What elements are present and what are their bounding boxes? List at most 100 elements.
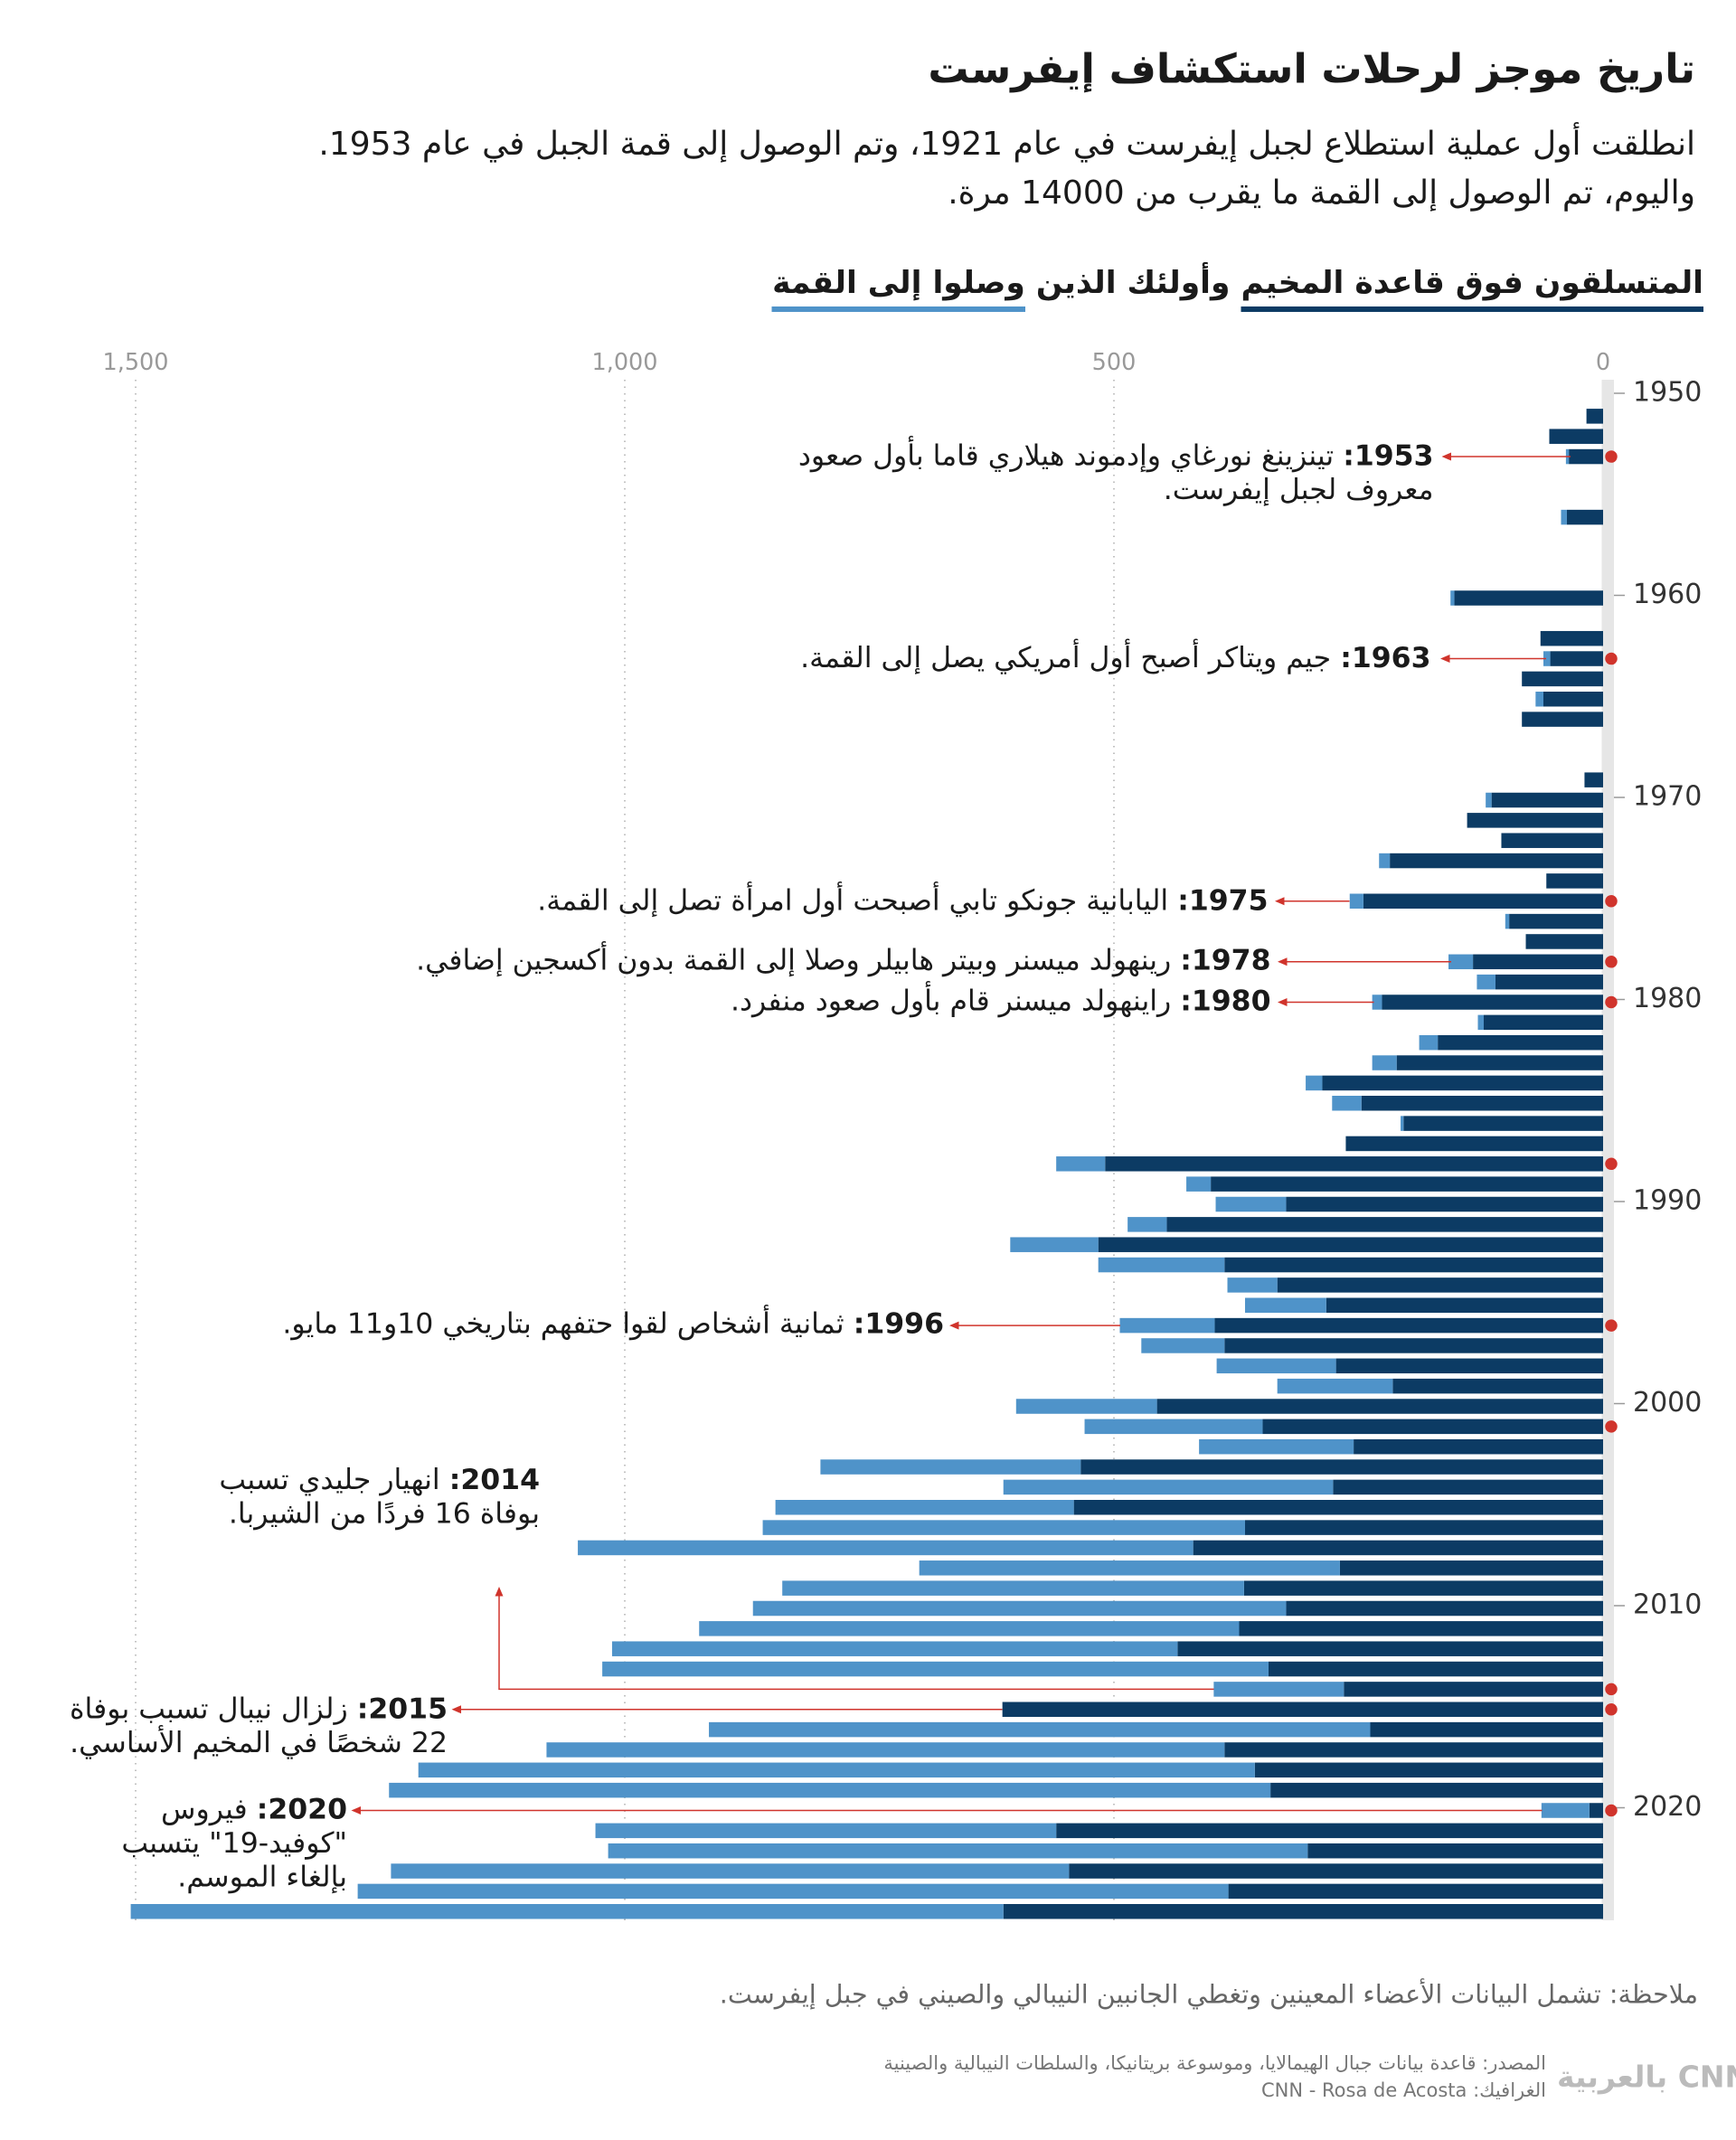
bar	[1199, 1438, 1354, 1455]
bar	[1277, 1378, 1393, 1394]
legend: المتسلقون فوق قاعدة المخيم وأولئك الذين …	[772, 266, 1703, 312]
event-marker	[1605, 1319, 1618, 1332]
annotation-text: زلزال نيبال تسبب بوفاة	[70, 1692, 348, 1725]
bar	[1448, 954, 1474, 970]
arrow-head	[949, 1321, 959, 1330]
event-marker	[1605, 1804, 1618, 1817]
bar	[1002, 1702, 1603, 1717]
annotation-line: 1978: رينهولد ميسنر وبيتر هابيلر وصلا إل…	[416, 944, 1270, 978]
bar	[1477, 974, 1495, 990]
bar	[1069, 1863, 1603, 1879]
bar	[1363, 893, 1603, 909]
source: المصدر: قاعدة بيانات جبال الهيمالايا، وم…	[883, 2053, 1546, 2075]
bar	[1586, 409, 1603, 424]
bar	[1541, 1803, 1590, 1818]
x-tick-label: 1,500	[102, 349, 168, 376]
bar	[1080, 1459, 1603, 1475]
bar	[357, 1883, 1229, 1900]
bar	[1454, 590, 1603, 606]
bar	[1010, 1237, 1099, 1252]
bar	[1098, 1237, 1603, 1252]
annotation-text: ثمانية أشخاص لقوا حتفهم بتاريخي 10و11 ما…	[282, 1307, 844, 1341]
bar	[1214, 1317, 1603, 1334]
arrow-head	[451, 1705, 461, 1714]
subtitle: انطلقت أول عملية استطلاع لجبل إيفرست في …	[318, 125, 1695, 163]
event-marker	[1605, 450, 1618, 463]
annotation-year: 1953:	[1343, 438, 1434, 472]
y-tick-label: 2020	[1633, 1791, 1702, 1823]
bar	[1003, 1904, 1603, 1919]
annotation-line: 1980: راينهولد ميسنر قام بأول صعود منفرد…	[731, 985, 1271, 1019]
annotation: 2015: زلزال نيبال تسبب بوفاة 22 شخصًا في …	[70, 1692, 448, 1759]
bar	[1543, 651, 1551, 666]
y-tick-label: 2000	[1633, 1387, 1702, 1419]
bar	[919, 1560, 1340, 1576]
annotation: 1980: راينهولد ميسنر قام بأول صعود منفرد…	[731, 985, 1271, 1019]
bar	[1277, 1277, 1603, 1293]
bar	[1307, 1843, 1603, 1859]
bar	[1119, 1317, 1215, 1334]
bar	[1322, 1075, 1603, 1091]
bar	[1333, 1479, 1603, 1495]
bar	[1243, 1580, 1603, 1596]
axis-strip	[1601, 380, 1614, 1920]
bar	[1561, 509, 1567, 525]
bar	[1015, 1399, 1157, 1414]
annotation-text: 22 شخصًا في المخيم الأساسي.	[70, 1725, 448, 1758]
bar	[1141, 1338, 1225, 1353]
bar	[1522, 671, 1603, 687]
bar	[1382, 995, 1603, 1010]
bar	[820, 1459, 1081, 1475]
bar	[1491, 792, 1603, 808]
arrow-head	[1278, 998, 1288, 1006]
annotation-year: 1980:	[1180, 985, 1271, 1017]
bar	[699, 1621, 1240, 1636]
bar	[1403, 1116, 1603, 1131]
annotation-year: 1996:	[853, 1307, 944, 1341]
bar	[1349, 893, 1363, 909]
bar	[1495, 974, 1603, 990]
bar	[608, 1843, 1308, 1859]
credit: الغرافيك: CNN - Rosa de Acosta	[1261, 2080, 1546, 2102]
annotation-line: 2015: زلزال نيبال تسبب بوفاة	[70, 1692, 448, 1726]
annotation-line: بإلغاء الموسم.	[121, 1861, 347, 1895]
bar	[1522, 712, 1603, 727]
x-tick-label: 500	[1092, 349, 1137, 376]
bar	[1073, 1500, 1603, 1515]
bar	[1213, 1682, 1344, 1697]
bar	[1477, 1014, 1484, 1031]
annotation-year: 1978:	[1180, 944, 1271, 977]
bar	[1549, 429, 1603, 444]
bar	[1335, 1358, 1603, 1374]
bar	[1509, 913, 1603, 929]
annotation: 2020: فيروس "كوفيد-19" يتسبب بإلغاء الموسم…	[121, 1793, 347, 1895]
annotation-line: 1996: ثمانية أشخاص لقوا حتفهم بتاريخي 10…	[282, 1308, 944, 1343]
annotation-text: اليابانية جونكو تابي أصبحت أول امرأة تصل…	[537, 883, 1169, 917]
annotation-year: 2020:	[256, 1793, 347, 1825]
bar	[1535, 692, 1543, 707]
bar	[1505, 913, 1510, 929]
annotation-line: 2020: فيروس	[121, 1793, 347, 1827]
x-tick-label: 1,000	[591, 349, 657, 376]
bar	[1584, 772, 1603, 787]
x-tick-label: 0	[1596, 349, 1610, 376]
bar	[1177, 1641, 1603, 1656]
annotation-year: 1975:	[1177, 883, 1269, 917]
bar	[1543, 692, 1603, 707]
event-marker	[1605, 1703, 1618, 1716]
bar	[1244, 1520, 1603, 1535]
annotation-line: 1963: جيم ويتاكر أصبح أول أمريكي يصل إلى…	[800, 641, 1430, 675]
bar	[1540, 630, 1603, 646]
bar	[1370, 1721, 1603, 1738]
annotation-year: 2015:	[356, 1692, 448, 1725]
bar	[1224, 1257, 1603, 1273]
bar	[1467, 813, 1603, 828]
bar	[546, 1742, 1225, 1758]
bar	[775, 1500, 1074, 1515]
annotation-text: راينهولد ميسنر قام بأول صعود منفرد.	[730, 985, 1172, 1017]
annotation: 1996: ثمانية أشخاص لقوا حتفهم بتاريخي 10…	[282, 1308, 944, 1343]
annotation-line: 2014: انهيار جليدي تسبب	[219, 1464, 540, 1498]
bar	[1339, 1560, 1603, 1576]
bar	[1166, 1217, 1603, 1232]
